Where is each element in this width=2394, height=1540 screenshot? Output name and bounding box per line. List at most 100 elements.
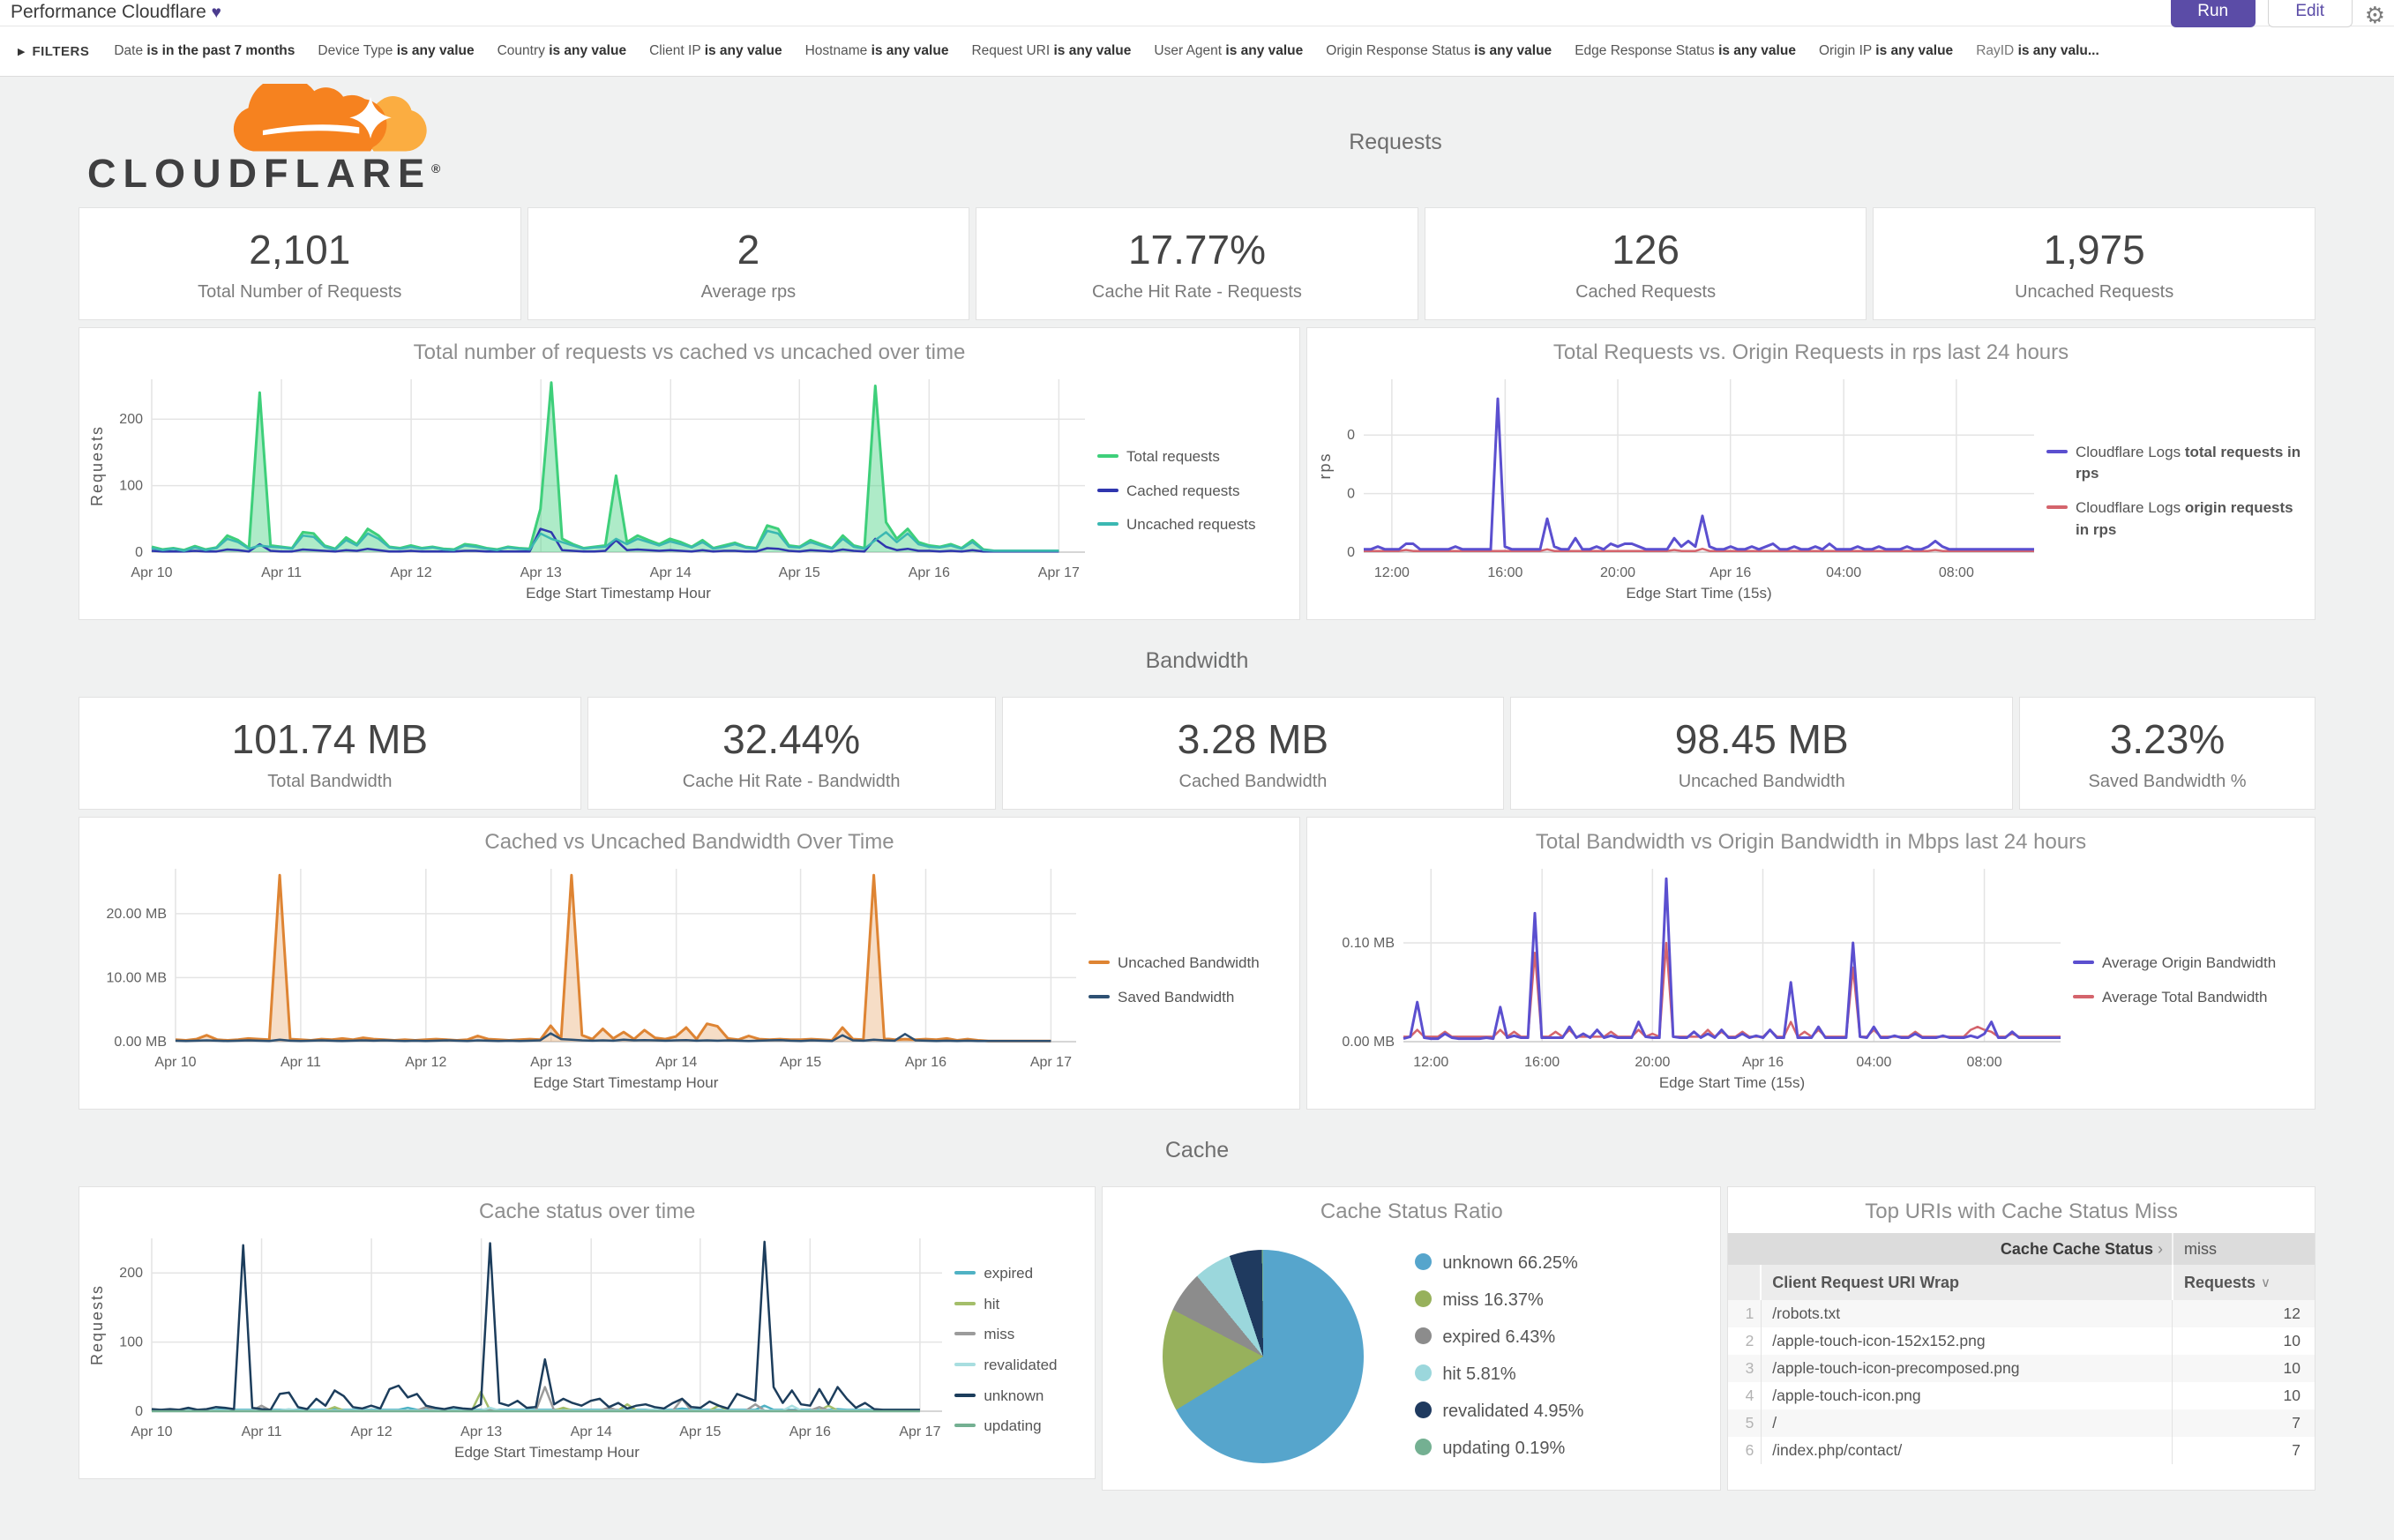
svg-text:Requests: Requests xyxy=(88,425,106,506)
rps-last-24h-plot[interactable]: 12:00 16:00 20:00 Apr 16 04:00 08:00 0 0 0 Edge S… xyxy=(1311,369,2046,609)
kpi-saved-bandwidth-pct: 3.23% Saved Bandwidth % xyxy=(2019,697,2316,810)
svg-text:04:00: 04:00 xyxy=(1856,1055,1891,1070)
legend-item[interactable]: revalidated xyxy=(954,1355,1086,1377)
svg-text:Apr 14: Apr 14 xyxy=(650,565,692,580)
svg-text:0: 0 xyxy=(1347,545,1355,560)
legend-item[interactable]: Saved Bandwidth xyxy=(1089,987,1291,1009)
legend-item[interactable]: hit xyxy=(954,1294,1086,1316)
svg-text:Edge Start Timestamp Hour: Edge Start Timestamp Hour xyxy=(454,1444,640,1461)
svg-text:Edge Start Timestamp Hour: Edge Start Timestamp Hour xyxy=(534,1074,719,1091)
legend-item[interactable]: Cloudflare Logs origin requests in rps xyxy=(2046,497,2306,541)
kpi-total-requests: 2,101 Total Number of Requests xyxy=(79,207,521,320)
svg-text:Apr 10: Apr 10 xyxy=(154,1055,196,1070)
edit-button[interactable]: Edit xyxy=(2267,0,2353,27)
table-row[interactable]: 5/7 xyxy=(1728,1409,2315,1437)
cache-status-plot[interactable]: Apr 10 Apr 11 Apr 12 Apr 13 Apr 14 Apr 15 Apr … xyxy=(83,1228,954,1468)
legend-item[interactable]: expired xyxy=(954,1263,1086,1285)
table-row[interactable]: 1/robots.txt 12 xyxy=(1728,1300,2315,1327)
legend-color-dash xyxy=(1097,454,1118,459)
svg-text:Apr 16: Apr 16 xyxy=(1742,1055,1784,1070)
kpi-total-bandwidth: 101.74 MB Total Bandwidth xyxy=(79,697,581,810)
filter-item-date[interactable]: Date is in the past 7 months xyxy=(114,43,296,58)
legend-item[interactable]: Cached requests xyxy=(1097,481,1291,503)
chart-legend: Uncached Bandwidth Saved Bandwidth xyxy=(1089,858,1296,1103)
filter-item-user-agent[interactable]: User Agent is any value xyxy=(1154,43,1304,58)
legend-color-dot xyxy=(1415,1253,1433,1270)
cloudflare-wordmark: CLOUDFLARE® xyxy=(87,151,441,196)
legend-item[interactable]: Total requests xyxy=(1097,446,1291,468)
svg-text:20:00: 20:00 xyxy=(1635,1055,1670,1070)
filter-item-rayid[interactable]: RayID is any valu... xyxy=(1976,43,2099,58)
table-row[interactable]: 2/apple-touch-icon-152x152.png 10 xyxy=(1728,1327,2315,1355)
table-row[interactable]: 4/apple-touch-icon.png 10 xyxy=(1728,1382,2315,1409)
chart-legend: expired hit miss revalidated unknown updating xyxy=(954,1228,1091,1473)
svg-text:0: 0 xyxy=(135,1404,143,1419)
bandwidth-charts-row: Cached vs Uncached Bandwidth Over Time A… xyxy=(79,817,2315,1110)
legend-item[interactable]: Cloudflare Logs total requests in rps xyxy=(2046,442,2306,485)
uri-column-header[interactable]: Client Request URI Wrap xyxy=(1772,1273,1959,1291)
legend-color-dot xyxy=(1415,1364,1433,1381)
filter-item-origin-ip[interactable]: Origin IP is any value xyxy=(1818,43,1954,58)
filter-item-client-ip[interactable]: Client IP is any value xyxy=(649,43,782,58)
legend-item[interactable]: updating xyxy=(954,1416,1086,1438)
pie-legend-item[interactable]: updating 0.19% xyxy=(1415,1436,1583,1462)
dashboard-title-text: Performance Cloudflare xyxy=(11,2,206,22)
topbar-actions: Run Edit ⚙ xyxy=(2170,0,2385,29)
legend-color-dash xyxy=(1097,488,1118,492)
svg-text:Apr 12: Apr 12 xyxy=(391,565,432,580)
svg-text:Apr 11: Apr 11 xyxy=(281,1055,321,1070)
table-row[interactable]: 6/index.php/contact/7 xyxy=(1728,1437,2315,1464)
legend-item[interactable]: miss xyxy=(954,1324,1086,1346)
bandwidth-over-time-plot[interactable]: Apr 10 Apr 11 Apr 12 Apr 13 Apr 14 Apr 15 Apr … xyxy=(83,858,1089,1098)
svg-text:0: 0 xyxy=(1347,487,1355,502)
legend-color-dash xyxy=(954,1424,976,1428)
svg-text:100: 100 xyxy=(119,1335,143,1350)
filter-item-hostname[interactable]: Hostname is any value xyxy=(804,43,949,58)
svg-text:10.00 MB: 10.00 MB xyxy=(107,970,167,985)
legend-item[interactable]: Uncached Bandwidth xyxy=(1089,953,1291,975)
pie-legend-item[interactable]: expired 6.43% xyxy=(1415,1325,1583,1350)
heart-icon: ♥ xyxy=(211,4,221,22)
filter-item-request-uri[interactable]: Request URI is any value xyxy=(971,43,1132,58)
run-button[interactable]: Run xyxy=(2170,0,2256,27)
pie-legend-item[interactable]: hit 5.81% xyxy=(1415,1362,1583,1387)
section-title-requests: Requests xyxy=(1349,129,1442,154)
pie-legend-item[interactable]: unknown 66.25% xyxy=(1415,1251,1583,1276)
svg-text:Edge Start Timestamp Hour: Edge Start Timestamp Hour xyxy=(526,585,711,602)
filter-item-country[interactable]: Country is any value xyxy=(497,43,627,58)
table-row[interactable]: 3/apple-touch-icon-precomposed.png 10 xyxy=(1728,1355,2315,1382)
filters-toggle[interactable]: ▶ FILTERS xyxy=(18,44,89,59)
chart-legend: Total requests Cached requests Uncached re… xyxy=(1097,369,1296,614)
legend-item[interactable]: unknown xyxy=(954,1386,1086,1408)
legend-color-dash xyxy=(2073,995,2094,998)
cache-status-pie[interactable] xyxy=(1163,1249,1365,1463)
filter-item-edge-response-status[interactable]: Edge Response Status is any value xyxy=(1575,43,1796,58)
svg-text:Edge Start Time (15s): Edge Start Time (15s) xyxy=(1659,1074,1805,1091)
svg-text:0: 0 xyxy=(135,545,143,560)
svg-text:rps: rps xyxy=(1316,452,1334,479)
kpi-average-rps: 2 Average rps xyxy=(527,207,970,320)
pie-legend-item[interactable]: revalidated 4.95% xyxy=(1415,1399,1583,1424)
bandwidth-last-24h-plot[interactable]: 12:00 16:00 20:00 Apr 16 04:00 08:00 0.00 MB 0.… xyxy=(1311,858,2073,1098)
kpi-uncached-bandwidth: 98.45 MB Uncached Bandwidth xyxy=(1510,697,2014,810)
requests-over-time-plot[interactable]: Apr 10 Apr 11 Apr 12 Apr 13 Apr 14 Apr 15 Apr … xyxy=(83,369,1097,609)
legend-color-dot xyxy=(1415,1439,1433,1455)
filter-item-device-type[interactable]: Device Type is any value xyxy=(318,43,475,58)
cache-row: Cache status over time Apr 10 Apr 11 Apr 1… xyxy=(79,1186,2316,1491)
legend-item[interactable]: Average Total Bandwidth xyxy=(2073,987,2306,1009)
filter-item-origin-response-status[interactable]: Origin Response Status is any value xyxy=(1326,43,1552,58)
legend-item[interactable]: Average Origin Bandwidth xyxy=(2073,953,2306,975)
svg-text:Apr 12: Apr 12 xyxy=(351,1424,393,1439)
chevron-right-icon: › xyxy=(2158,1239,2164,1258)
cloudflare-cloud-icon xyxy=(233,84,427,152)
pivot-column-header[interactable]: Cache Cache Status › xyxy=(2000,1239,2164,1258)
legend-color-dash xyxy=(2073,961,2094,965)
data-table: Cache Cache Status › miss Client Request… xyxy=(1728,1233,2315,1464)
requests-column-header[interactable]: Requests ∨ xyxy=(2172,1265,2315,1300)
svg-text:200: 200 xyxy=(119,412,143,427)
svg-text:Apr 12: Apr 12 xyxy=(405,1055,446,1070)
legend-item[interactable]: Uncached requests xyxy=(1097,514,1291,536)
pie-legend-item[interactable]: miss 16.37% xyxy=(1415,1288,1583,1313)
svg-text:12:00: 12:00 xyxy=(1413,1055,1448,1070)
settings-gear-icon[interactable]: ⚙ xyxy=(2364,2,2385,28)
